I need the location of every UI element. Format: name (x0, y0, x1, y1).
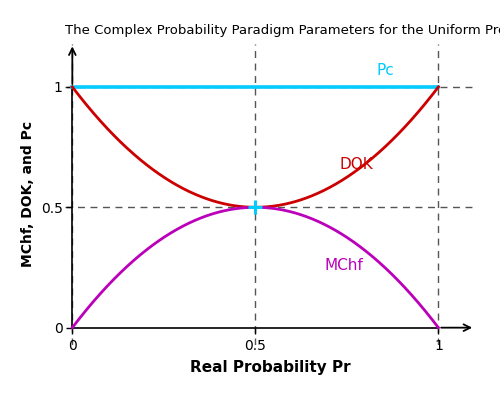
Text: DOK: DOK (340, 157, 374, 172)
Text: MChf: MChf (325, 258, 364, 273)
Text: Pc: Pc (376, 63, 394, 78)
Text: The Complex Probability Paradigm Parameters for the Uniform Probability Distribu: The Complex Probability Paradigm Paramet… (65, 24, 500, 37)
X-axis label: Real Probability Pr: Real Probability Pr (190, 360, 350, 375)
Y-axis label: MChf, DOK, and Pc: MChf, DOK, and Pc (21, 121, 35, 267)
